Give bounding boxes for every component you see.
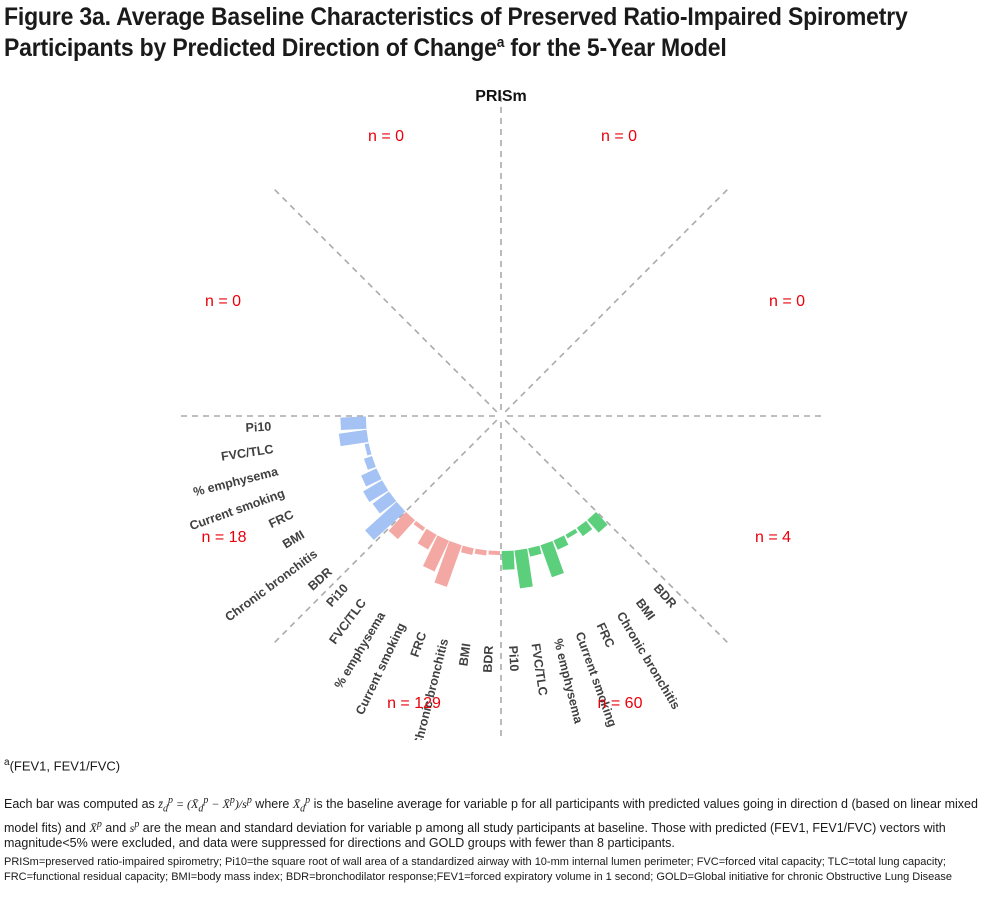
bar-current-smoking xyxy=(363,455,376,470)
title-line-2-text: Participants by Predicted Direction of C… xyxy=(4,34,497,62)
bar-fvc-tlc xyxy=(413,520,426,532)
bar-frc xyxy=(553,535,569,550)
figure-title: Figure 3a. Average Baseline Characterist… xyxy=(4,2,915,64)
sector-count-label: n = 60 xyxy=(598,695,643,712)
bar-bmi xyxy=(363,480,389,503)
sector-count-label: n = 0 xyxy=(601,128,637,145)
footnote-abbreviations: PRISm=preserved ratio-impaired spirometr… xyxy=(4,856,952,883)
group-mean-symbol: X̄dp xyxy=(292,795,311,815)
bar-pi10 xyxy=(388,511,415,540)
footnote-a-text: (FEV1, FEV1/FVC) xyxy=(9,758,121,774)
sector-count-label: n = 129 xyxy=(387,695,441,712)
count-layer: n = 18 n = 129 n = 60 n = 4 n = 0 n = 0 n = 0 n… xyxy=(202,128,806,712)
bar-bmi xyxy=(576,520,593,537)
method-where: where xyxy=(255,797,290,811)
bar-bdr xyxy=(365,501,406,541)
sd-symbol: sp xyxy=(129,818,140,835)
sector-count-label: n = 0 xyxy=(368,128,404,145)
sector-count-label: n = 0 xyxy=(205,293,241,310)
overall-mean-symbol: X̄p xyxy=(89,818,102,835)
title-line-1: Figure 3a. Average Baseline Characterist… xyxy=(4,3,908,31)
bar--emphysema xyxy=(417,528,437,550)
bar-fvc-tlc xyxy=(514,548,533,589)
bar-label: FVC/TLC xyxy=(220,442,274,464)
bar-label: Pi10 xyxy=(324,581,352,609)
title-line-2-end: for the 5-Year Model xyxy=(504,34,727,62)
title-line-2: Participants by Predicted Direction of C… xyxy=(4,33,915,64)
chart-title: PRISm xyxy=(475,88,527,105)
bar-bdr xyxy=(587,511,608,533)
sector-divider xyxy=(504,419,732,647)
bar--emphysema xyxy=(364,443,372,456)
sector-divider xyxy=(504,185,732,413)
bar-label: FRC xyxy=(408,630,430,659)
footnote-method: Each bar was computed as z̄dp = (X̄dp − … xyxy=(4,793,994,852)
sector-count-label: n = 0 xyxy=(769,293,805,310)
bar-label: BMI xyxy=(633,596,658,623)
sector-divider xyxy=(270,419,498,647)
bar-chronic-bronchitis xyxy=(372,491,397,514)
bar-label: Pi10 xyxy=(245,420,271,435)
z-score-formula: z̄dp = (X̄dp − X̄p)/sp xyxy=(158,795,252,815)
bar-label: BDR xyxy=(651,581,680,610)
sector-dividers xyxy=(176,91,826,740)
sector-count-label: n = 4 xyxy=(755,529,791,546)
bar-layer xyxy=(338,416,608,589)
bar-label: BMI xyxy=(280,528,307,552)
method-text-2: is the baseline average for variable p f… xyxy=(4,797,978,835)
bar-current-smoking xyxy=(422,535,450,572)
bar-fvc-tlc xyxy=(338,429,369,447)
method-and: and xyxy=(105,820,127,835)
bar-chronic-bronchitis xyxy=(460,545,474,556)
method-text-1: Each bar was computed as xyxy=(4,797,155,811)
bar-label: BDR xyxy=(305,565,334,594)
bar-frc xyxy=(361,468,382,487)
bar-label: Pi10 xyxy=(506,645,521,671)
sector-divider xyxy=(270,185,498,413)
bar--emphysema xyxy=(528,545,542,557)
bar-pi10 xyxy=(501,550,515,570)
bar-label: FRC xyxy=(594,621,618,650)
footnote-a-marker: a xyxy=(4,757,10,768)
title-superscript: a xyxy=(496,34,505,51)
bar-label: BDR xyxy=(481,645,496,673)
bar-label: FRC xyxy=(267,507,296,531)
footnote-a: a(FEV1, FEV1/FVC) xyxy=(4,757,994,773)
bar-current-smoking xyxy=(540,540,564,578)
bar-frc xyxy=(434,540,462,587)
bar-label: FVC/TLC xyxy=(528,642,550,696)
bar-bmi xyxy=(474,548,487,556)
bar-pi10 xyxy=(340,416,367,430)
bar-bdr xyxy=(488,550,501,556)
sector-count-label: n = 18 xyxy=(202,529,247,546)
method-text-3: are the mean and standard deviation for … xyxy=(4,820,946,851)
bar-label: Chronic bronchitis xyxy=(222,547,320,624)
bar-label: BMI xyxy=(456,642,473,667)
bar-chronic-bronchitis xyxy=(565,528,578,539)
